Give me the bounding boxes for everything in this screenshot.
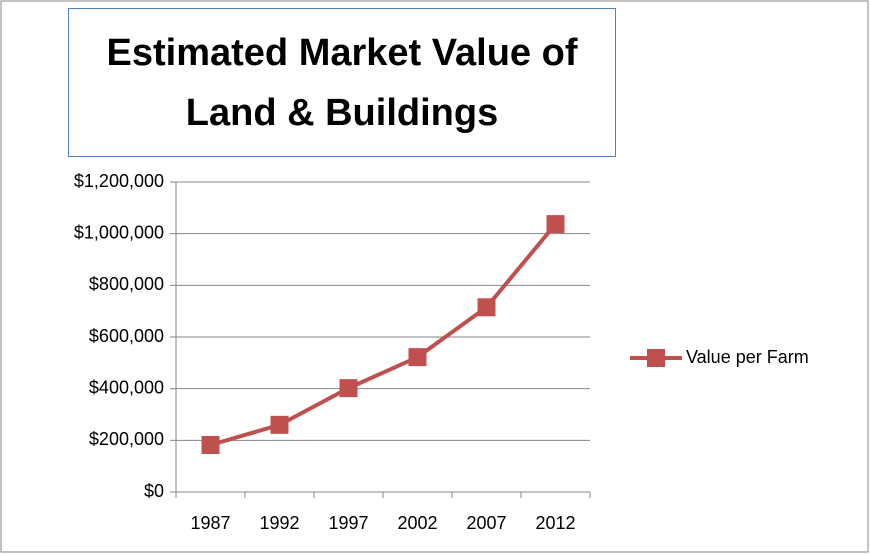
point-marker xyxy=(477,298,496,317)
y-tick-label: $1,000,000 xyxy=(74,222,164,242)
point-marker xyxy=(339,379,358,398)
y-tick-label: $400,000 xyxy=(89,377,164,397)
point-marker xyxy=(546,215,565,234)
y-tick-label: $0 xyxy=(144,481,164,501)
x-tick-label: 1992 xyxy=(259,513,299,533)
point-marker xyxy=(408,348,427,367)
point-marker xyxy=(270,415,289,434)
y-tick-label: $200,000 xyxy=(89,429,164,449)
y-tick-label: $1,200,000 xyxy=(74,171,164,191)
x-tick-label: 1987 xyxy=(190,513,230,533)
legend-label: Value per Farm xyxy=(686,347,809,367)
legend-marker xyxy=(647,349,665,367)
series-line xyxy=(209,222,558,447)
x-tick-label: 2007 xyxy=(466,513,506,533)
chart-title: Estimated Market Value of Land & Buildin… xyxy=(68,8,616,157)
y-tick-label: $600,000 xyxy=(89,326,164,346)
x-tick-label: 2012 xyxy=(535,513,575,533)
point-marker xyxy=(201,435,220,454)
x-tick-label: 1997 xyxy=(328,513,368,533)
y-tick-label: $800,000 xyxy=(89,274,164,294)
x-tick-label: 2002 xyxy=(397,513,437,533)
